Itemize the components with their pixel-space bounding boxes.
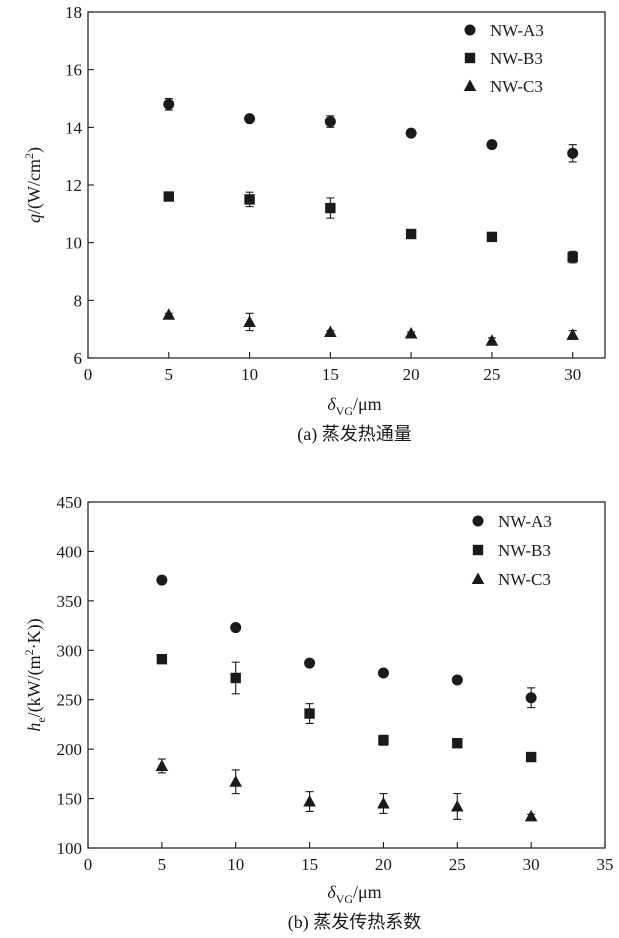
data-point [244, 113, 256, 125]
legend-label-nw-c3: NW-C3 [498, 570, 551, 589]
data-point [244, 194, 255, 205]
data-point [162, 308, 176, 320]
data-point [324, 116, 336, 128]
data-point [567, 251, 578, 263]
data-point [524, 809, 538, 822]
legend-marker-nw-c3 [463, 79, 477, 91]
data-point [156, 653, 168, 665]
y-axis-label: he/(kW/(m2·K)) [22, 618, 48, 731]
series-nw-b3 [156, 653, 537, 763]
data-point [405, 228, 417, 240]
figure-caption: (b) 蒸发传热系数 [288, 912, 422, 933]
x-tick-label: 20 [375, 855, 392, 874]
data-point [485, 334, 499, 346]
legend-marker-nw-b3 [472, 544, 484, 556]
x-tick-label: 15 [301, 855, 318, 874]
data-point [163, 191, 174, 202]
data-point [304, 657, 316, 669]
x-tick-label: 15 [322, 365, 339, 384]
data-point [230, 672, 241, 684]
y-tick-label: 100 [57, 839, 83, 858]
y-tick-label: 150 [57, 790, 83, 809]
y-tick-label: 12 [65, 176, 82, 195]
data-point [567, 147, 579, 159]
figure-caption: (a) 蒸发热通量 [297, 424, 411, 445]
data-point [486, 231, 498, 243]
legend-label-nw-b3: NW-B3 [490, 49, 543, 68]
series-nw-b3 [163, 191, 578, 264]
y-tick-label: 400 [57, 542, 83, 561]
data-point [229, 775, 243, 787]
legend-marker-nw-a3 [464, 24, 476, 36]
data-point [566, 328, 579, 340]
data-point [325, 202, 336, 214]
x-tick-label: 30 [564, 365, 581, 384]
series-nw-a3 [156, 574, 537, 709]
data-point [405, 127, 417, 139]
series-nw-a3 [163, 97, 579, 163]
y-tick-label: 10 [65, 234, 82, 253]
data-point [230, 622, 242, 634]
y-tick-label: 14 [65, 118, 83, 137]
y-tick-label: 8 [74, 291, 83, 310]
x-tick-label: 10 [241, 365, 258, 384]
series-nw-c3 [155, 758, 538, 822]
data-point [377, 797, 390, 809]
data-point [451, 674, 463, 686]
plot-frame [87, 501, 606, 849]
legend-label-nw-a3: NW-A3 [498, 512, 552, 531]
data-point [404, 326, 418, 339]
series-nw-c3 [162, 308, 579, 346]
data-point [525, 692, 537, 704]
y-tick-label: 350 [57, 592, 83, 611]
x-tick-label: 5 [165, 365, 174, 384]
x-tick-label: 25 [483, 365, 500, 384]
data-point [452, 738, 463, 749]
x-tick-label: 25 [449, 855, 466, 874]
x-tick-label: 10 [227, 855, 244, 874]
legend-marker-nw-c3 [471, 572, 485, 584]
legend-label-nw-b3: NW-B3 [498, 541, 551, 560]
data-point [304, 708, 315, 719]
data-point [378, 735, 389, 746]
x-axis-label: δVG/μm [327, 882, 381, 906]
y-tick-label: 16 [65, 61, 82, 80]
x-axis-label: δVG/μm [327, 394, 381, 418]
legend-label-nw-c3: NW-C3 [490, 77, 543, 96]
chart-panel-b: 0 5 10 15 20 25 30 35 100 150 200 250 300 350 400 450 δV… [22, 493, 614, 933]
data-point [303, 795, 316, 807]
x-tick-label: 5 [158, 855, 167, 874]
y-tick-label: 200 [57, 740, 83, 759]
data-point [377, 667, 389, 679]
data-point [156, 574, 168, 586]
legend-marker-nw-b3 [464, 52, 476, 64]
data-point [486, 139, 498, 151]
y-tick-label: 18 [65, 3, 82, 22]
y-tick-label: 250 [57, 691, 83, 710]
data-point [243, 315, 256, 327]
data-point [324, 325, 337, 338]
x-tick-label: 20 [403, 365, 420, 384]
data-point [525, 751, 537, 763]
legend-label-nw-a3: NW-A3 [490, 21, 544, 40]
data-point [450, 799, 464, 812]
x-tick-label: 0 [84, 855, 93, 874]
data-point [155, 759, 169, 771]
data-point [163, 98, 175, 110]
x-tick-label: 35 [597, 855, 614, 874]
y-tick-label: 450 [57, 493, 83, 512]
legend-marker-nw-a3 [472, 515, 484, 527]
x-tick-label: 0 [84, 365, 93, 384]
x-tick-label: 30 [523, 855, 540, 874]
chart-panel-a: 0 5 10 15 20 25 30 6 8 10 12 14 16 18 δVG/μm (a) 蒸发热通量 q… [22, 3, 606, 445]
y-tick-label: 300 [57, 641, 83, 660]
y-tick-label: 6 [74, 349, 83, 368]
y-axis-label: q/(W/cm2) [22, 147, 45, 223]
